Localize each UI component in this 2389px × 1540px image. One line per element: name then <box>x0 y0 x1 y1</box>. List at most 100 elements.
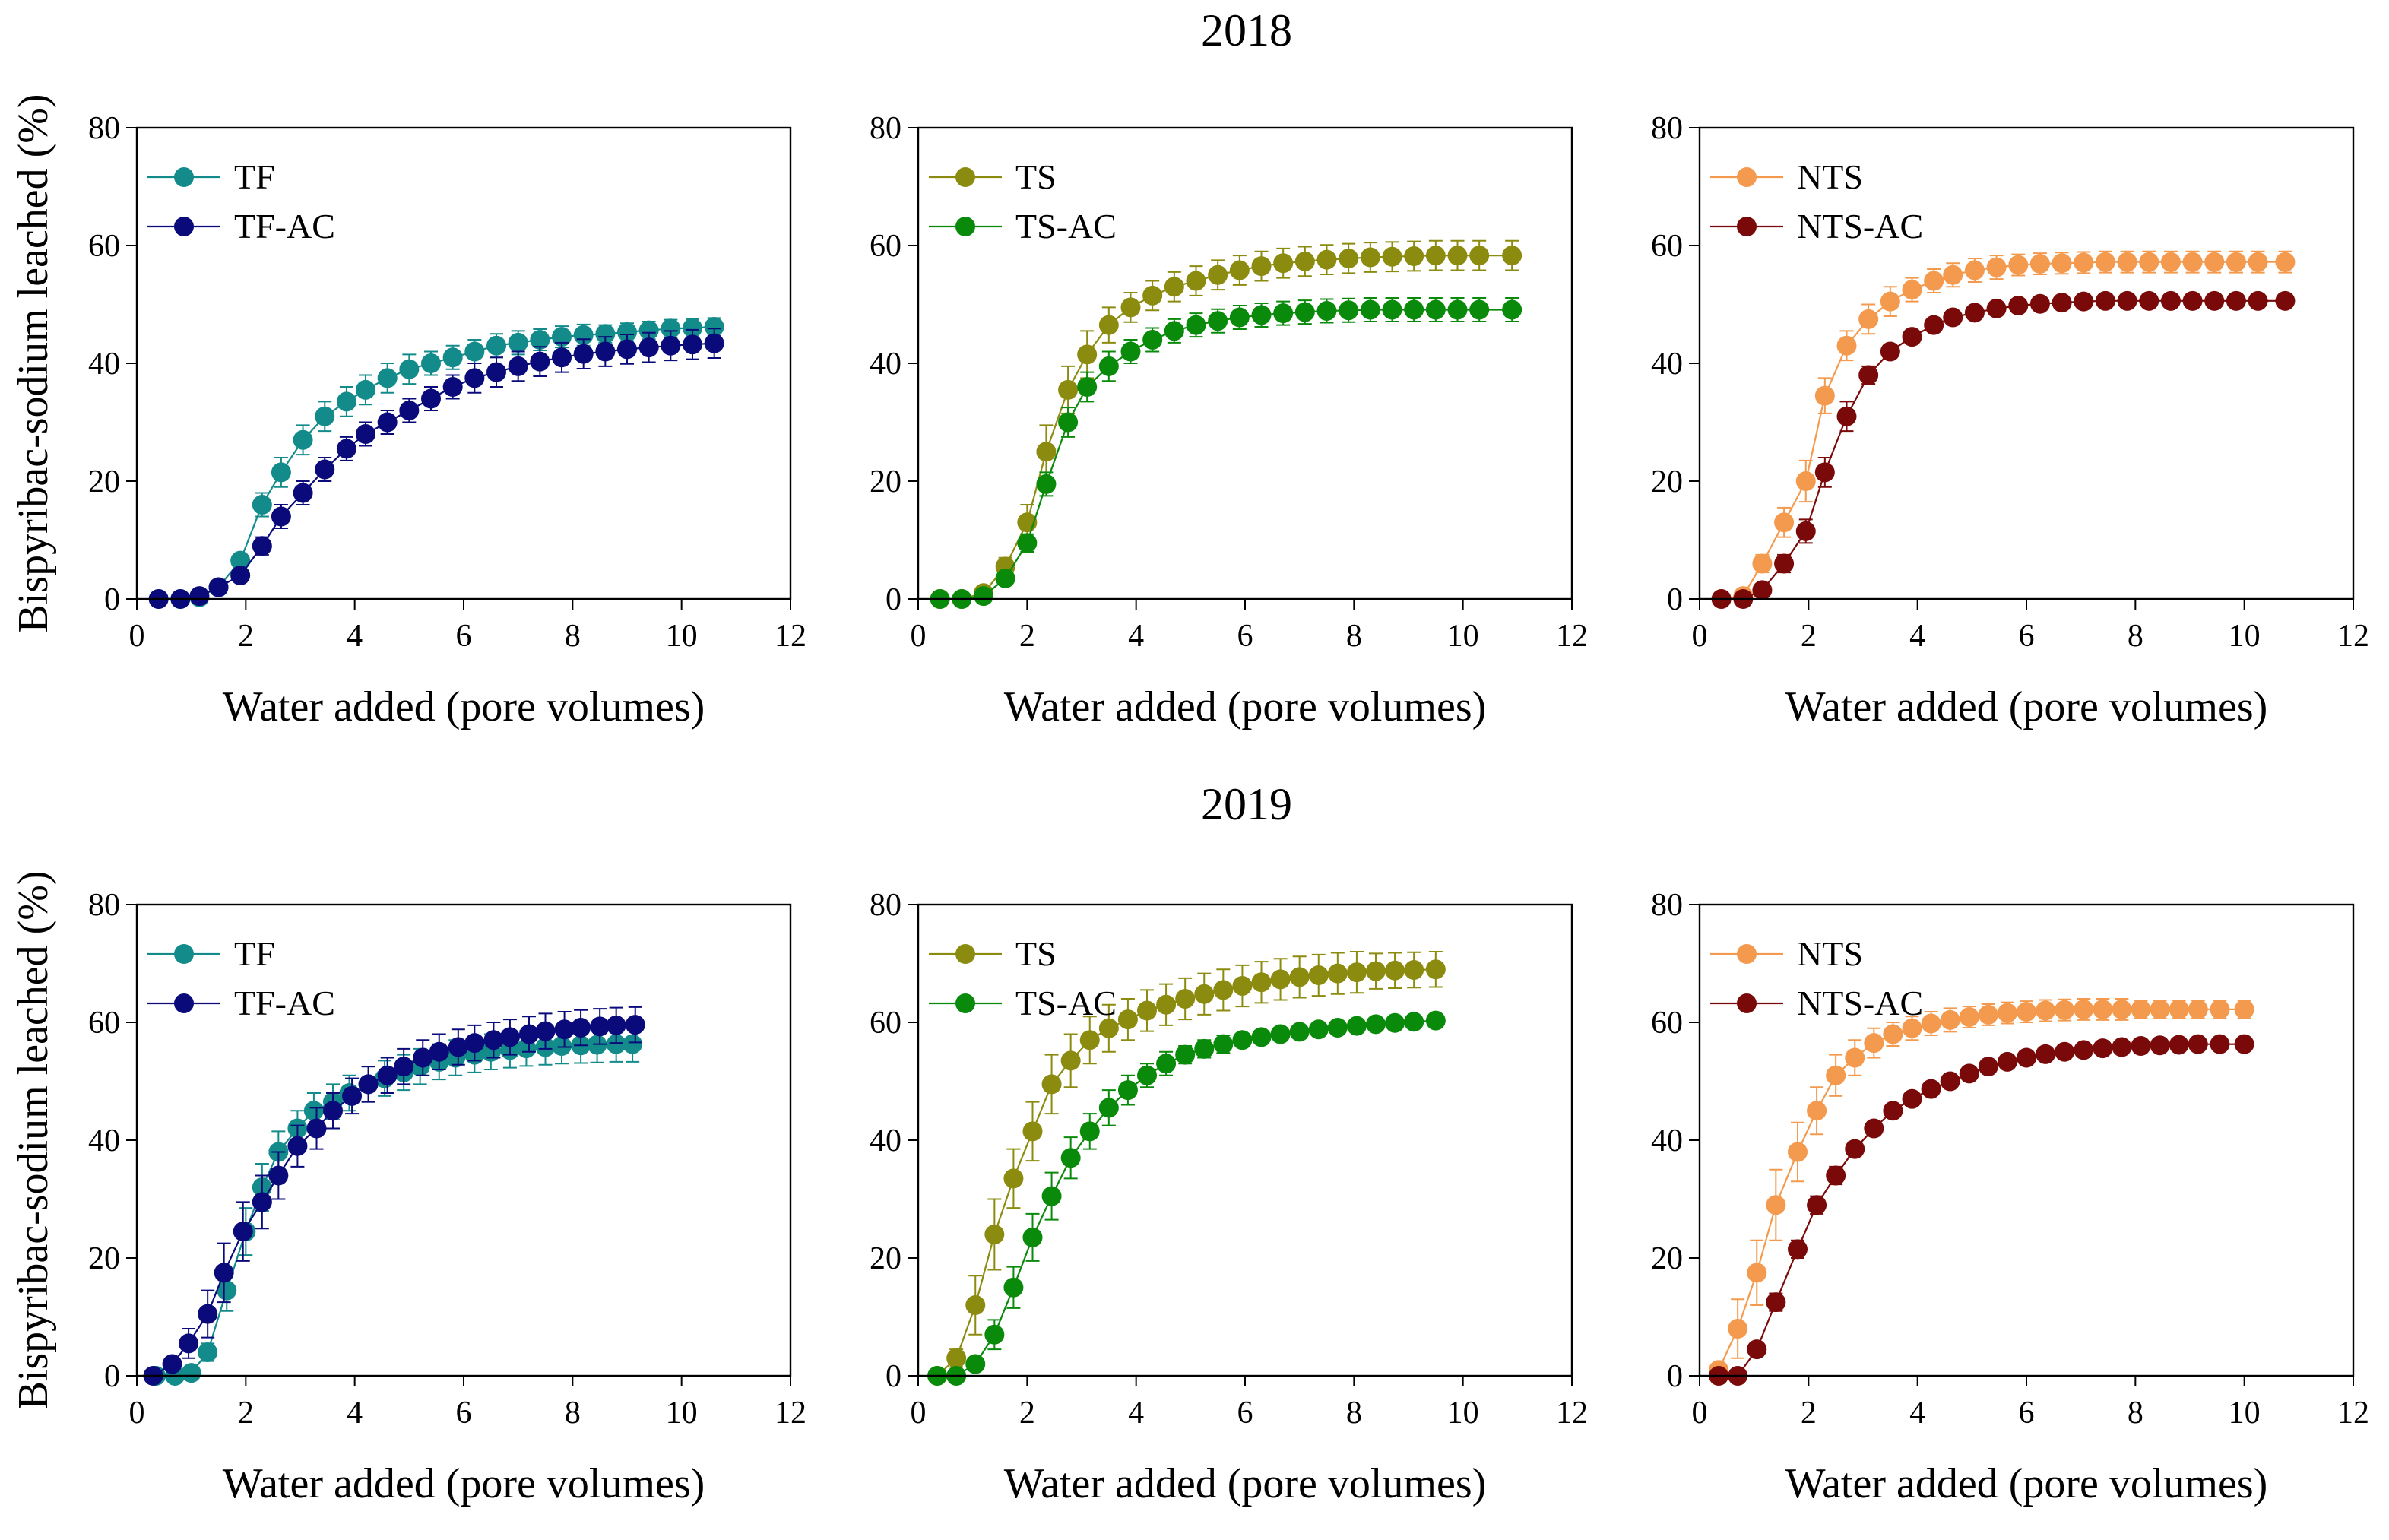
data-point <box>1425 1010 1446 1031</box>
data-point <box>1924 315 1944 335</box>
y-tick-label: 0 <box>104 1359 120 1394</box>
x-tick-label: 4 <box>1128 619 1144 654</box>
data-point <box>1502 246 1522 266</box>
data-point <box>1346 962 1367 983</box>
data-point <box>1308 1019 1329 1040</box>
data-point <box>1997 1051 2017 1072</box>
data-point <box>2008 255 2029 275</box>
data-point <box>1447 299 1468 320</box>
data-point <box>1339 300 1359 321</box>
data-point <box>1943 307 1963 328</box>
data-point <box>535 1021 556 1041</box>
data-point <box>1194 984 1215 1004</box>
data-point <box>1747 1339 1767 1360</box>
data-point <box>358 1074 379 1095</box>
data-point <box>252 495 272 515</box>
data-point <box>617 339 637 360</box>
data-point <box>2055 1000 2075 1020</box>
y-tick-label: 40 <box>870 1123 901 1158</box>
data-point <box>2226 290 2246 311</box>
x-tick-label: 12 <box>2337 1396 2369 1431</box>
data-point <box>464 341 485 362</box>
data-point <box>2112 999 2132 1019</box>
year-title-2018: 2018 <box>1201 5 1292 55</box>
data-point <box>1120 341 1141 362</box>
data-point <box>638 337 659 358</box>
y-tick-label: 60 <box>870 1006 901 1041</box>
data-point <box>1339 249 1359 269</box>
y-tick-label: 40 <box>1651 1123 1683 1158</box>
data-point <box>1164 277 1184 297</box>
data-point <box>1774 512 1795 533</box>
series-ts-ac <box>930 296 1522 609</box>
data-point <box>552 1036 572 1056</box>
data-point <box>2029 293 2050 314</box>
data-point <box>2234 1034 2254 1054</box>
data-point <box>1098 356 1119 376</box>
series-ts <box>927 951 1446 1386</box>
data-point <box>1041 1074 1062 1095</box>
data-point <box>1469 246 1490 266</box>
data-point <box>661 335 681 356</box>
data-point <box>1366 1014 1386 1035</box>
y-tick-label: 40 <box>88 1123 120 1158</box>
data-point <box>1382 246 1402 267</box>
x-tick-label: 8 <box>1346 1396 1362 1431</box>
data-point <box>1858 365 1879 385</box>
data-point <box>704 333 724 353</box>
y-tick-label: 0 <box>886 582 901 617</box>
data-point <box>2117 290 2137 311</box>
data-point <box>1766 1195 1786 1215</box>
data-point <box>394 1057 414 1077</box>
data-point <box>1795 471 1816 491</box>
data-point <box>356 424 375 444</box>
data-point <box>1229 307 1250 328</box>
data-point <box>1022 1227 1043 1247</box>
y-tick-label: 0 <box>1667 1359 1683 1394</box>
series-line <box>937 1019 1436 1377</box>
y-tick-label: 0 <box>886 1359 901 1394</box>
y-tick-label: 60 <box>1651 1006 1683 1041</box>
data-point <box>448 1037 468 1057</box>
data-point <box>356 379 375 400</box>
x-tick-label: 2 <box>1019 619 1035 654</box>
x-tick-label: 0 <box>129 1396 145 1431</box>
data-point <box>1294 251 1315 271</box>
data-point <box>2160 290 2181 311</box>
legend-marker <box>1737 217 1757 236</box>
data-point <box>217 1280 237 1301</box>
y-tick-label: 80 <box>1651 111 1683 146</box>
x-tick-label: 4 <box>1909 619 1925 654</box>
data-point <box>1213 980 1234 1000</box>
series-nts-ac <box>1709 1034 2254 1386</box>
data-point <box>464 368 485 388</box>
legend-marker <box>1737 167 1757 187</box>
x-tick-label: 6 <box>2019 619 2035 654</box>
x-tick-label: 2 <box>238 619 254 654</box>
x-tick-label: 4 <box>1909 1396 1925 1431</box>
plot-frame <box>135 126 792 600</box>
data-point <box>1098 1018 1119 1038</box>
data-point <box>162 1354 182 1374</box>
data-point <box>1186 315 1206 335</box>
data-point <box>2150 1035 2170 1056</box>
data-point <box>965 1354 986 1374</box>
data-point <box>552 327 572 347</box>
data-point <box>2055 1041 2075 1062</box>
x-tick-label: 10 <box>1447 1396 1479 1431</box>
data-point <box>252 536 272 556</box>
data-point <box>595 324 616 344</box>
data-point <box>552 347 572 368</box>
data-point <box>984 1225 1005 1244</box>
series-line <box>156 1043 633 1377</box>
data-point <box>1164 321 1184 341</box>
data-point <box>1213 1034 1234 1054</box>
x-tick-label: 10 <box>2229 619 2261 654</box>
data-point <box>2182 252 2203 272</box>
data-point <box>2095 252 2115 272</box>
y-tick-label: 40 <box>870 347 901 382</box>
legend-label: TS-AC <box>1015 207 1117 246</box>
data-point <box>377 1065 398 1085</box>
data-point <box>315 459 335 480</box>
